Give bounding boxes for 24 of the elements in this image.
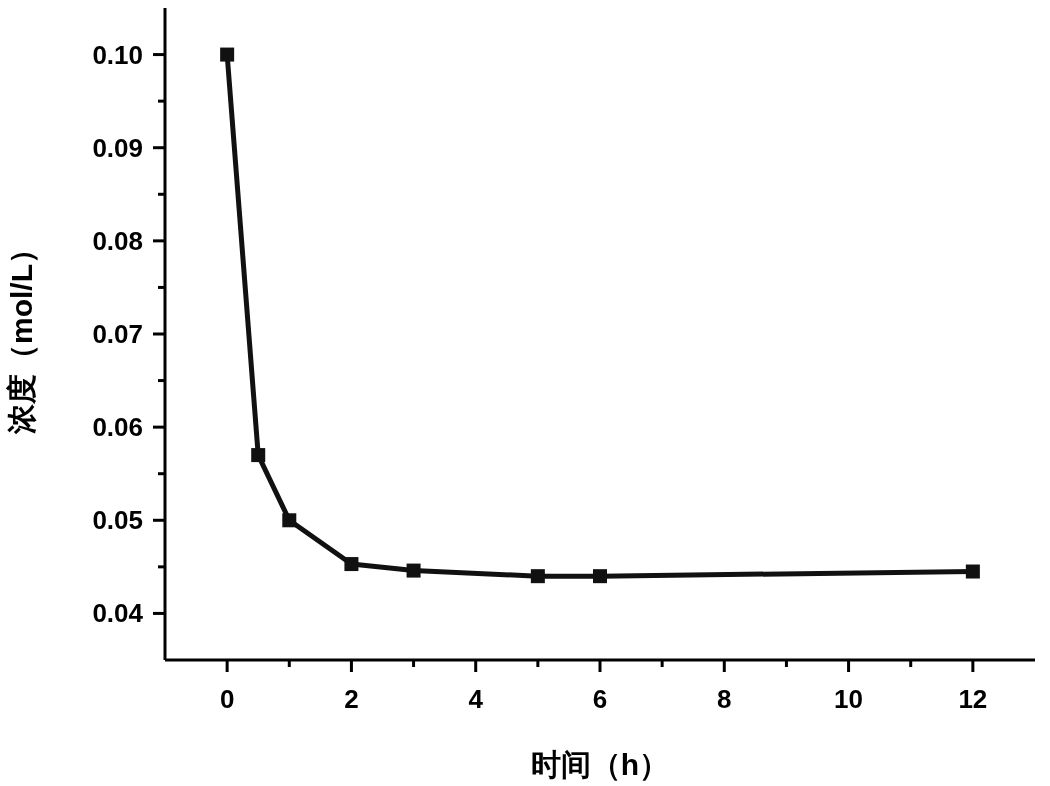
y-tick-label: 0.04 <box>92 598 144 629</box>
x-tick-label: 6 <box>592 684 608 714</box>
x-tick-label: 2 <box>344 684 359 714</box>
x-tick-label: 10 <box>834 684 864 714</box>
y-tick-label: 0.07 <box>92 319 143 349</box>
point <box>530 569 545 584</box>
point <box>965 564 980 579</box>
x-tick-label: 12 <box>958 684 988 714</box>
y-tick-label: 0.06 <box>92 412 143 443</box>
y-axis-title: 浓度（mol/L） <box>5 234 38 435</box>
x-tick-label: 8 <box>717 684 732 714</box>
y-tick-label: 0.10 <box>92 39 143 70</box>
point <box>251 448 266 463</box>
x-axis-title: 时间（h） <box>530 748 670 781</box>
point <box>406 563 421 578</box>
x-tick-label: 4 <box>468 684 484 714</box>
y-tick-label: 0.05 <box>92 505 143 536</box>
x-tick-label: 0 <box>219 684 235 714</box>
point <box>344 557 359 572</box>
y-tick-label: 0.08 <box>92 225 143 256</box>
point <box>220 47 235 62</box>
y-tick-label: 0.09 <box>92 132 143 163</box>
point <box>282 513 297 528</box>
point <box>593 569 607 584</box>
